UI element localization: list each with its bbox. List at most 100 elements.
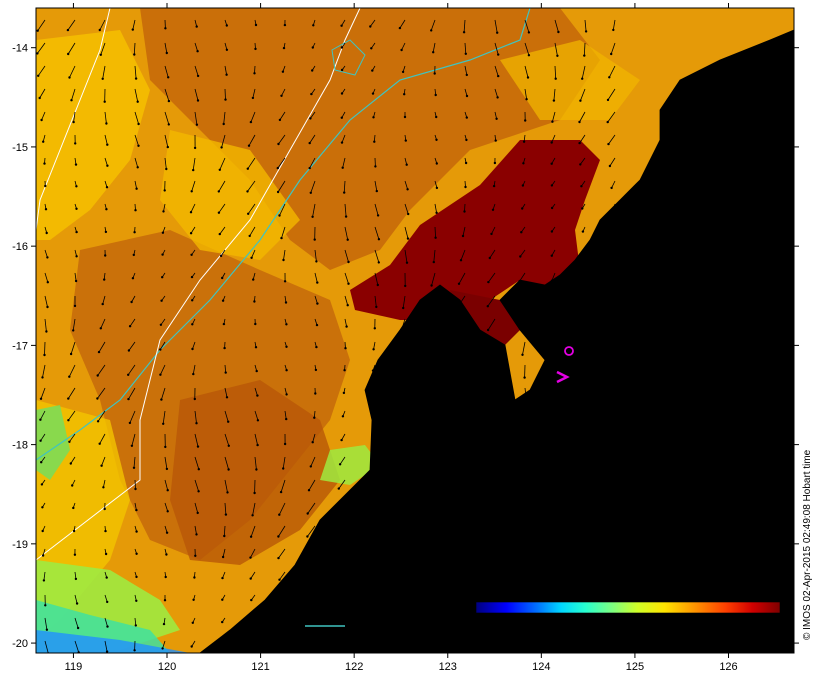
velocity-arrowhead (193, 146, 197, 150)
velocity-arrow (584, 19, 587, 32)
velocity-arrow (432, 42, 436, 53)
velocity-arrowhead (280, 236, 283, 240)
velocity-arrowhead (67, 52, 70, 56)
velocity-arrow (44, 249, 48, 258)
velocity-arrow (190, 203, 196, 213)
velocity-arrowhead (45, 330, 48, 333)
velocity-arrow (163, 203, 166, 212)
velocity-arrow (104, 617, 108, 627)
velocity-arrowhead (527, 31, 531, 34)
velocity-arrow (44, 272, 49, 283)
velocity-arrow (309, 134, 316, 144)
velocity-arrow (339, 456, 346, 465)
velocity-arrow (404, 180, 408, 190)
cool-water-region (500, 40, 640, 120)
velocity-arrowhead (68, 375, 71, 378)
velocity-arrowhead (580, 185, 583, 188)
velocity-arrowhead (283, 23, 287, 27)
velocity-arrow (279, 571, 286, 580)
velocity-arrow (579, 157, 586, 165)
velocity-arrow (104, 594, 108, 603)
velocity-arrow (553, 88, 556, 101)
bathymetry-contour-1000m (36, 8, 111, 231)
velocity-arrowhead (101, 77, 104, 81)
velocity-arrowhead (462, 31, 466, 34)
velocity-arrowhead (405, 261, 409, 264)
velocity-arrow (99, 19, 106, 31)
contour-legend-label: 200 1000m (305, 612, 355, 623)
velocity-arrowhead (252, 278, 255, 281)
velocity-arrowhead (430, 284, 433, 287)
velocity-arrow (612, 19, 616, 30)
velocity-arrowhead (311, 46, 314, 49)
velocity-arrowhead (41, 376, 44, 379)
velocity-arrow (128, 387, 136, 400)
velocity-arrow (224, 456, 229, 470)
altimetry-line: Altimetric sealevel (662, 252, 743, 263)
velocity-arrow (194, 456, 200, 470)
velocity-arrowhead (75, 230, 78, 234)
velocity-arrow (73, 111, 76, 123)
velocity-arrow (344, 272, 349, 284)
coastline (199, 29, 794, 653)
plot-frame (35, 7, 795, 654)
velocity-arrowhead (163, 189, 166, 192)
velocity-arrowhead (488, 256, 491, 260)
velocity-arrowhead (191, 347, 194, 351)
velocity-arrowhead (98, 28, 102, 32)
velocity-arrowhead (314, 392, 317, 395)
velocity-arrowhead (491, 208, 495, 211)
velocity-arrowhead (432, 260, 435, 264)
velocity-arrowhead (190, 275, 194, 279)
velocity-arrowhead (277, 142, 280, 146)
velocity-arrowhead (165, 553, 168, 556)
velocity-arrow (399, 19, 406, 29)
velocity-arrowhead (164, 445, 167, 449)
velocity-arrowhead (190, 190, 193, 193)
velocity-arrowhead (285, 345, 288, 348)
velocity-arrow (100, 318, 106, 329)
velocity-arrow (430, 19, 436, 31)
bathymetry-contour-200m (36, 8, 531, 461)
colorbar-tick-label: 27 (596, 625, 608, 637)
velocity-arrowhead (373, 140, 376, 143)
velocity-arrowhead (44, 208, 48, 211)
velocity-arrow (554, 19, 559, 33)
velocity-arrowhead (341, 166, 344, 169)
velocity-arrowhead (106, 625, 109, 628)
velocity-arrowhead (283, 280, 287, 283)
velocity-arrowhead (435, 186, 439, 190)
velocity-arrowhead (496, 96, 499, 99)
velocity-arrowhead (306, 512, 309, 515)
velocity-arrowhead (346, 304, 349, 307)
velocity-arrow (309, 157, 316, 169)
velocity-arrow (552, 111, 556, 122)
velocity-arrowhead (224, 371, 227, 374)
velocity-arrow (74, 594, 78, 604)
velocity-arrowhead (41, 529, 44, 533)
velocity-arrowhead (225, 48, 229, 51)
velocity-arrow (251, 249, 256, 258)
velocity-arrow (68, 364, 76, 377)
velocity-arrowhead (255, 468, 258, 471)
velocity-arrowhead (371, 69, 374, 72)
velocity-arrow (607, 88, 616, 101)
velocity-arrowhead (316, 302, 319, 305)
velocity-arrowhead (581, 77, 584, 80)
velocity-arrowhead (218, 232, 221, 236)
velocity-arrowhead (278, 214, 281, 217)
velocity-arrow (248, 134, 256, 146)
velocity-arrowhead (312, 24, 315, 27)
velocity-arrow (607, 111, 616, 123)
velocity-arrowhead (306, 535, 309, 538)
velocity-arrowhead (164, 575, 167, 579)
velocity-arrow (101, 456, 106, 466)
velocity-arrowhead (374, 165, 377, 168)
velocity-arrow (431, 272, 436, 286)
velocity-arrow (278, 134, 286, 145)
velocity-arrowhead (220, 146, 223, 149)
velocity-arrowhead (254, 23, 258, 27)
velocity-arrowhead (459, 259, 463, 262)
velocity-arrow (97, 410, 106, 422)
velocity-arrowhead (283, 442, 287, 446)
